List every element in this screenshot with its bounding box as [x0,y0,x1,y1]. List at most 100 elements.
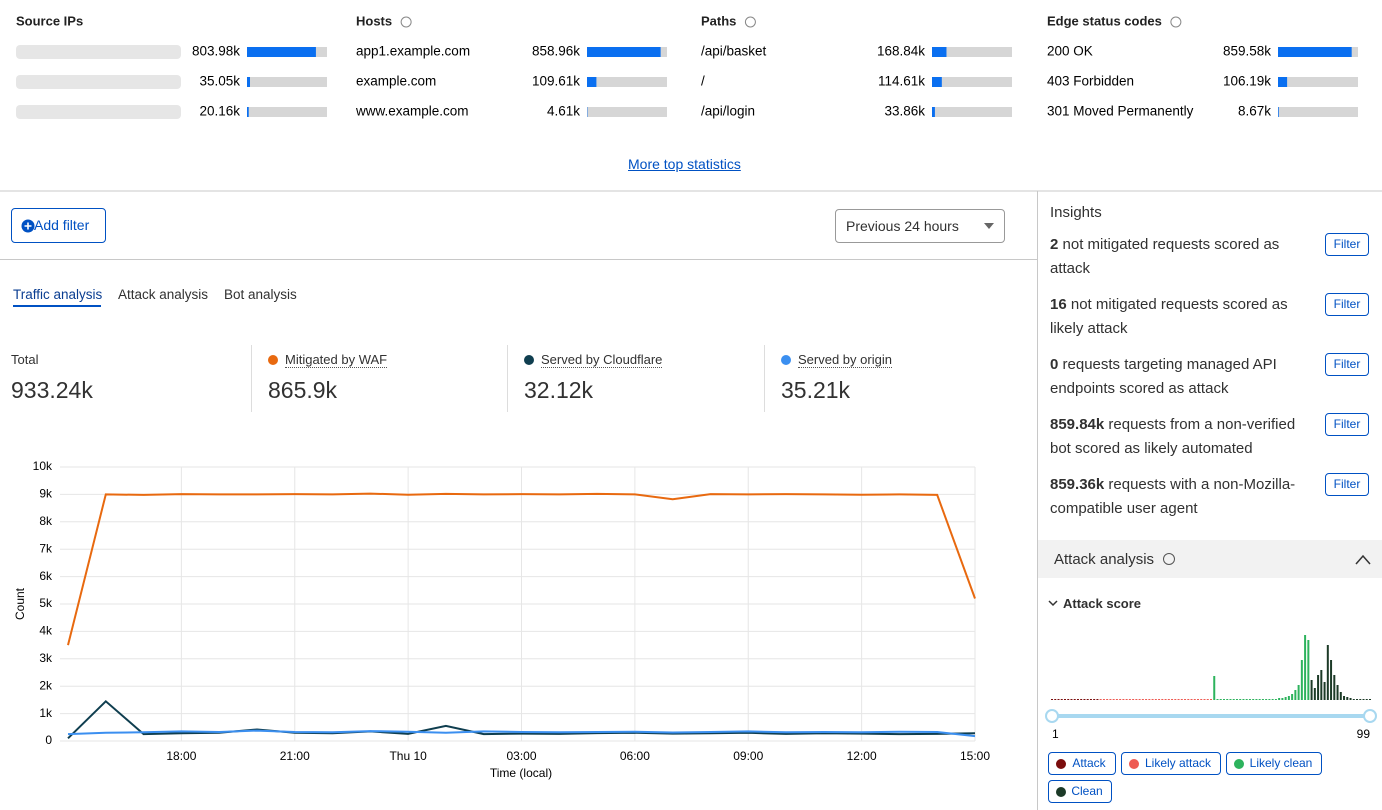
total-label: Total [11,352,39,367]
x-tick-label: 09:00 [733,749,763,763]
stat-value: 33.86k [884,104,925,119]
tab[interactable]: Traffic analysis [13,287,103,302]
histogram-bar [1265,699,1268,700]
filter-button[interactable]: Filter [1325,233,1369,256]
stat-value: 4.61k [547,104,580,119]
filter-button[interactable]: Filter [1325,293,1369,316]
filter-button[interactable]: Filter [1325,473,1369,496]
insight: 2 not mitigated requests scored as attac… [1050,233,1318,281]
stat-name: 403 Forbidden [1047,74,1134,89]
time-range-select[interactable]: Previous 24 hours [835,209,1005,243]
bar [247,107,249,117]
histogram-bar [1203,699,1206,700]
legend-dot [781,355,791,365]
plus-icon [21,219,35,233]
histogram-bar [1317,675,1320,700]
histogram-bar [1284,697,1287,700]
legend-swatch [1234,759,1244,769]
info-icon [1163,553,1175,565]
histogram-bar [1304,635,1307,700]
bar [247,47,316,57]
stat-name: www.example.com [355,104,469,119]
stat-value: 106.19k [1223,74,1271,89]
legend-button[interactable]: Clean [1048,780,1112,803]
histogram-bar [1128,699,1131,700]
histogram-bar [1187,699,1190,700]
stat-value: 858.96k [532,44,580,59]
bar-track [247,107,327,117]
insight: 0 requests targeting managed API endpoin… [1050,353,1318,401]
caret [984,223,994,229]
legend-swatch [1056,759,1066,769]
redacted-name [16,45,181,59]
y-tick-label: 0 [45,733,52,747]
x-axis-label: Time (local) [490,766,552,780]
histogram-bar [1359,699,1362,700]
histogram-bar [1271,699,1274,700]
slider-handle[interactable] [1363,709,1377,723]
histogram-bar [1174,699,1177,700]
filter-button[interactable]: Filter [1325,413,1369,436]
histogram-bar [1229,699,1232,700]
histogram-bar [1261,699,1264,700]
histogram-bar [1060,699,1063,700]
insight-text: requests with a non-Mozilla-compatible u… [1050,476,1296,517]
slider-handle[interactable] [1045,709,1059,723]
histogram-bar [1145,699,1148,700]
legend-button[interactable]: Likely attack [1121,752,1221,775]
histogram-bar [1294,690,1297,700]
histogram-bar [1268,699,1271,700]
slider-label: 1 [1052,727,1059,741]
stat-value: 109.61k [532,74,580,89]
legend-label[interactable]: Served by origin [798,352,892,368]
redacted-name [16,105,181,119]
insight: 859.84k requests from a non-verified bot… [1050,413,1318,461]
histogram-bar [1278,698,1281,700]
histogram-bar [1245,699,1248,700]
legend-label[interactable]: Served by Cloudflare [541,352,663,368]
y-tick-label: 6k [39,569,53,583]
legend-button[interactable]: Likely clean [1226,752,1322,775]
stat-name: 301 Moved Permanently [1047,104,1194,119]
stat-title: Edge status codes [1047,13,1162,28]
bar [1278,107,1279,117]
tab[interactable]: Bot analysis [224,287,297,302]
more-link[interactable]: More top statistics [628,156,741,172]
histogram-bar [1180,699,1183,700]
select-label: Previous 24 hours [846,218,959,234]
histogram-bar [1193,699,1196,700]
histogram-bar [1054,699,1057,700]
histogram-bar [1057,699,1060,700]
bar-track [587,77,667,87]
chevron-up[interactable] [1355,554,1371,565]
filter-button[interactable]: Filter [1325,353,1369,376]
bar [932,47,947,57]
histogram-bar [1154,699,1157,700]
legend-swatch [1056,787,1066,797]
legend-button[interactable]: Attack [1048,752,1116,775]
histogram-bar [1369,699,1371,700]
line [67,492,976,646]
histogram-bar [1135,699,1138,700]
stat-title: Paths [701,13,736,28]
histogram-bar [1239,699,1242,700]
histogram-bar [1287,696,1290,700]
histogram-bar [1307,640,1310,700]
bar-track [1278,77,1358,87]
chevron-down[interactable] [1048,600,1058,607]
tab[interactable]: Attack analysis [118,287,209,302]
y-tick-label: 3k [39,651,53,665]
histogram-bar [1184,699,1187,700]
histogram-bar [1132,699,1135,700]
histogram-bar [1141,699,1144,700]
histogram-bar [1255,699,1258,700]
legend-dot [524,355,534,365]
bar [587,47,661,57]
histogram-bar [1339,692,1342,700]
add-filter-button[interactable]: Add filter [11,208,106,243]
legend-label[interactable]: Mitigated by WAF [285,352,388,368]
bar-track [932,77,1012,87]
histogram-bar [1310,680,1313,700]
histogram-bar [1076,699,1079,700]
